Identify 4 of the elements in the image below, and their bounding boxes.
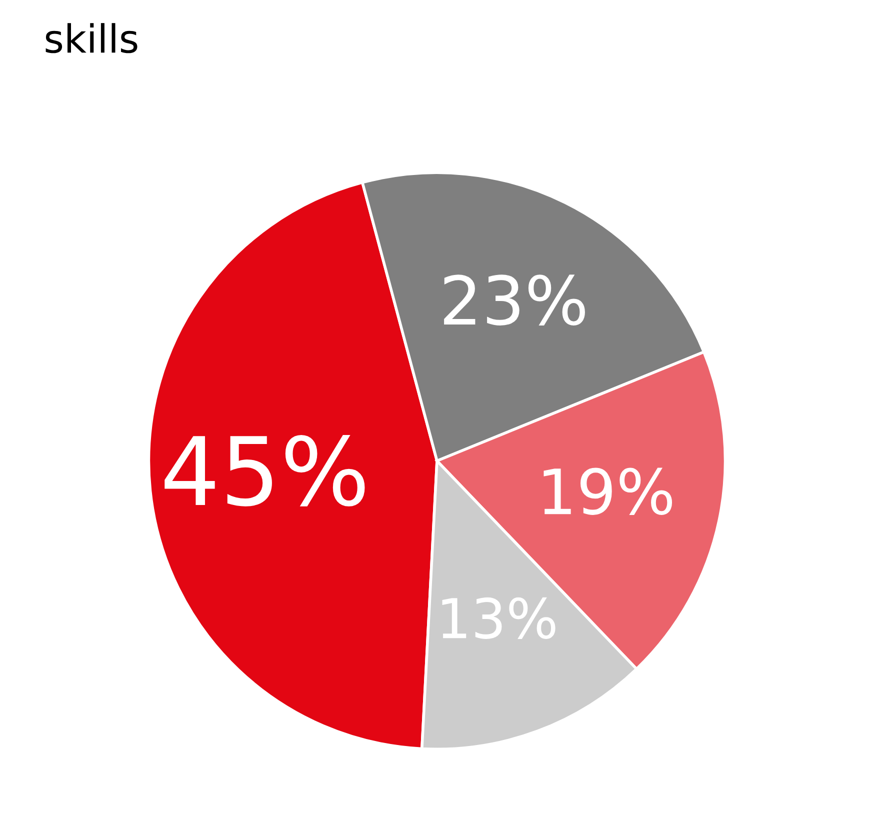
- data-label: 23%: [444, 274, 585, 326]
- data-label: 45%: [164, 434, 365, 506]
- data-label: 19%: [544, 468, 672, 515]
- chart-title: skills: [46, 23, 138, 54]
